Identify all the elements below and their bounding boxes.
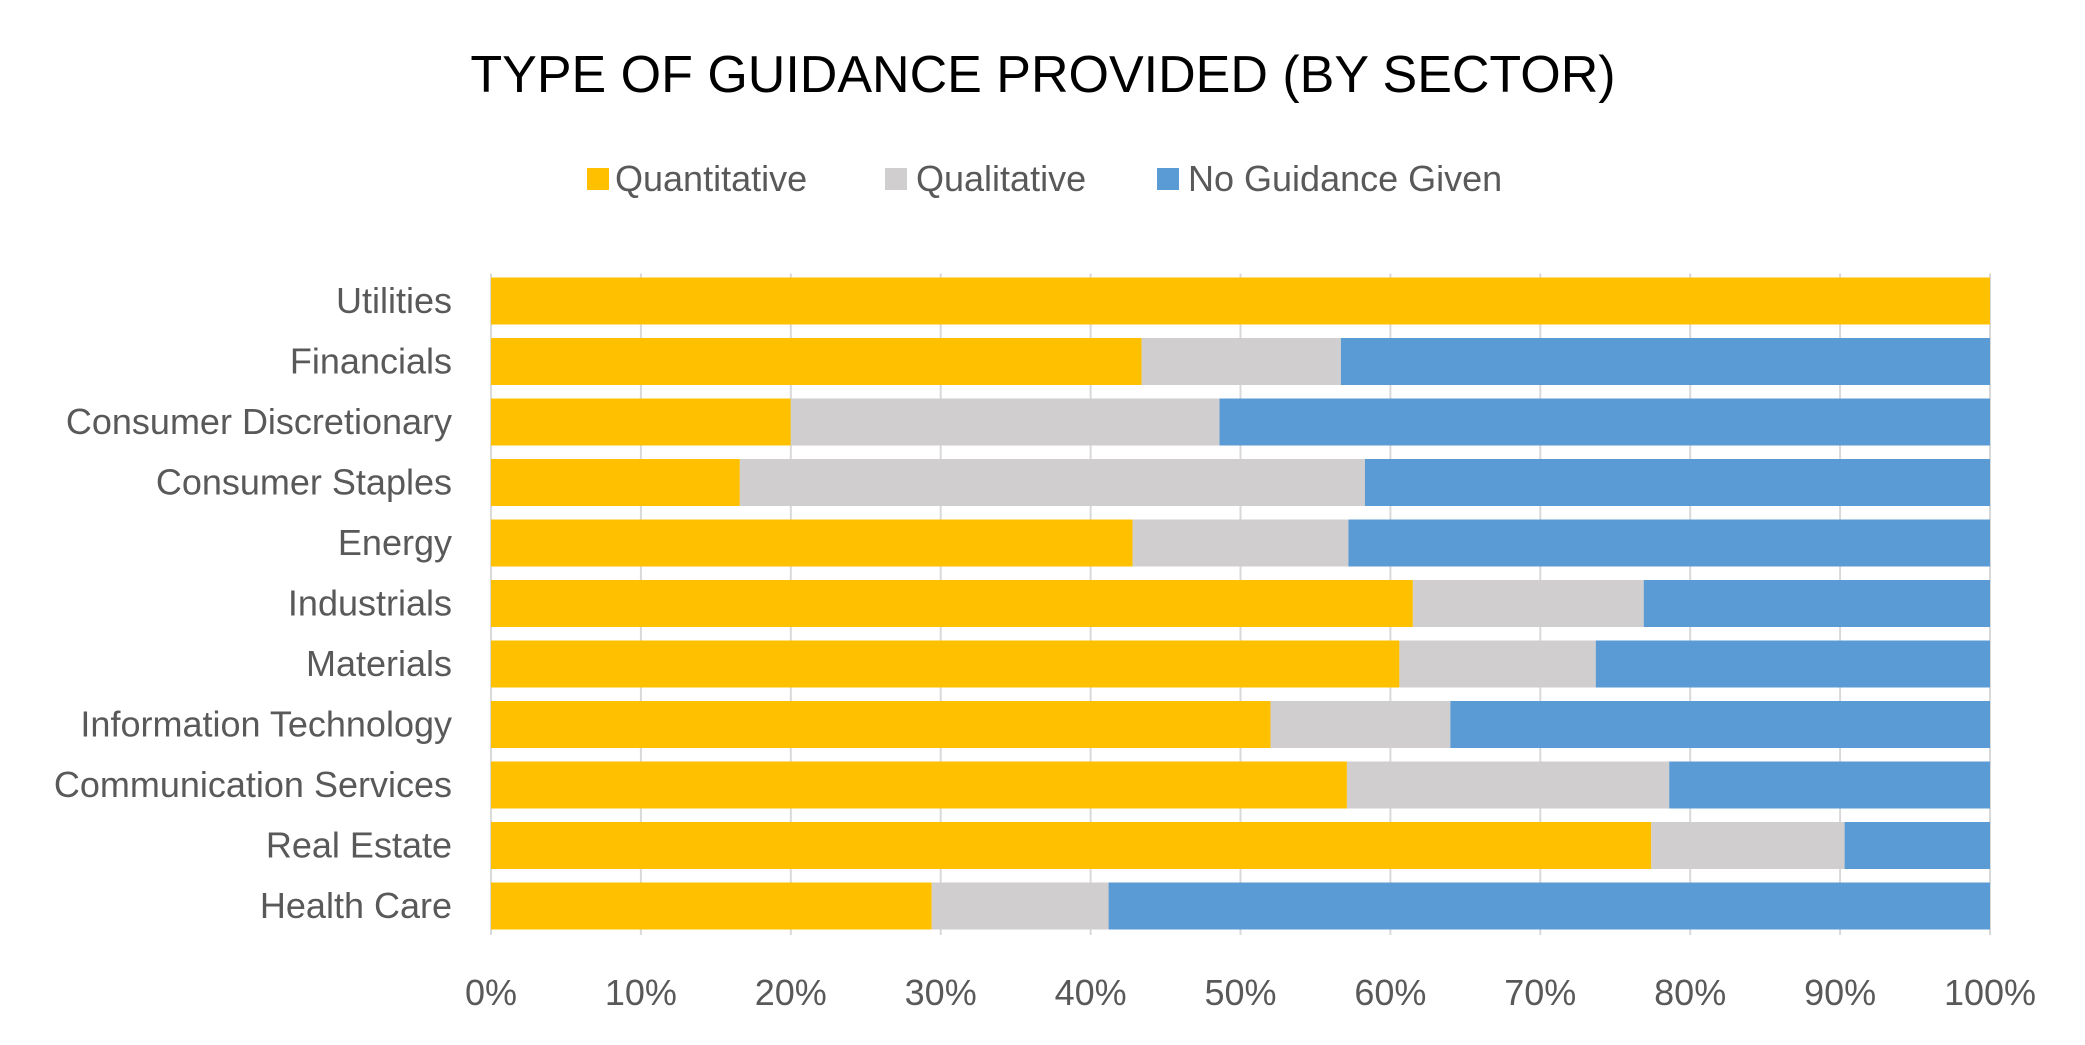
x-tick-label: 60%: [1354, 972, 1426, 1013]
bar-segment: [1364, 459, 1990, 506]
bar-segment: [491, 882, 932, 930]
bar-segment: [491, 822, 1652, 869]
category-label: Industrials: [288, 583, 452, 624]
x-tick-label: 40%: [1055, 972, 1127, 1013]
x-tick-label: 100%: [1944, 972, 2036, 1013]
category-label: Communication Services: [54, 764, 452, 805]
bar-segment: [491, 640, 1400, 688]
bar-segment: [491, 398, 791, 446]
legend-label: Quantitative: [615, 158, 807, 199]
x-tick-label: 70%: [1504, 972, 1576, 1013]
bar-segment: [1346, 761, 1670, 809]
legend-swatch: [885, 168, 907, 190]
x-tick-labels: 0% 10% 20% 30% 40% 50% 60% 70% 80% 90% 100%: [465, 972, 2036, 1013]
bar-segment: [491, 459, 740, 506]
bar-segment: [491, 519, 1133, 567]
bar-segment: [1108, 882, 1990, 930]
legend: Quantitative Qualitative No Guidance Given: [587, 158, 1502, 199]
bars: [491, 277, 1990, 930]
bar-segment: [1340, 338, 1990, 385]
category-label: Utilities: [336, 280, 452, 321]
bar-segment: [1348, 519, 1990, 567]
legend-swatch: [587, 168, 609, 190]
x-tick-label: 50%: [1204, 972, 1276, 1013]
category-label: Health Care: [260, 885, 452, 926]
x-tick-label: 80%: [1654, 972, 1726, 1013]
bar-segment: [1399, 640, 1596, 688]
bar-segment: [1651, 822, 1845, 869]
bar-segment: [1270, 701, 1451, 748]
x-tick-label: 30%: [905, 972, 977, 1013]
category-labels: Utilities Financials Consumer Discretionar…: [54, 280, 452, 926]
x-tick-label: 10%: [605, 972, 677, 1013]
bar-segment: [1595, 640, 1990, 688]
bar-segment: [491, 701, 1271, 748]
category-label: Materials: [306, 643, 452, 684]
bar-segment: [1844, 822, 1990, 869]
category-label: Energy: [338, 522, 452, 563]
bar-segment: [491, 338, 1142, 385]
bar-segment: [931, 882, 1109, 930]
legend-label: No Guidance Given: [1188, 158, 1502, 199]
bar-segment: [1450, 701, 1990, 748]
bar-segment: [790, 398, 1220, 446]
legend-swatch: [1157, 168, 1179, 190]
bar-segment: [1669, 761, 1990, 809]
category-label: Consumer Staples: [156, 462, 452, 503]
category-label: Information Technology: [80, 704, 452, 745]
bar-segment: [491, 277, 1990, 325]
category-label: Real Estate: [266, 825, 452, 866]
bar-segment: [491, 761, 1347, 809]
category-label: Financials: [290, 341, 452, 382]
bar-segment: [1643, 580, 1990, 627]
x-tick-label: 90%: [1804, 972, 1876, 1013]
bar-segment: [1412, 580, 1644, 627]
x-tick-label: 20%: [755, 972, 827, 1013]
category-label: Consumer Discretionary: [66, 401, 452, 442]
bar-segment: [1132, 519, 1349, 567]
chart-title: TYPE OF GUIDANCE PROVIDED (BY SECTOR): [470, 46, 1615, 104]
legend-label: Qualitative: [916, 158, 1086, 199]
bar-segment: [491, 580, 1413, 627]
bar-segment: [1141, 338, 1341, 385]
x-tick-label: 0%: [465, 972, 517, 1013]
bar-segment: [1219, 398, 1990, 446]
bar-segment: [739, 459, 1365, 506]
